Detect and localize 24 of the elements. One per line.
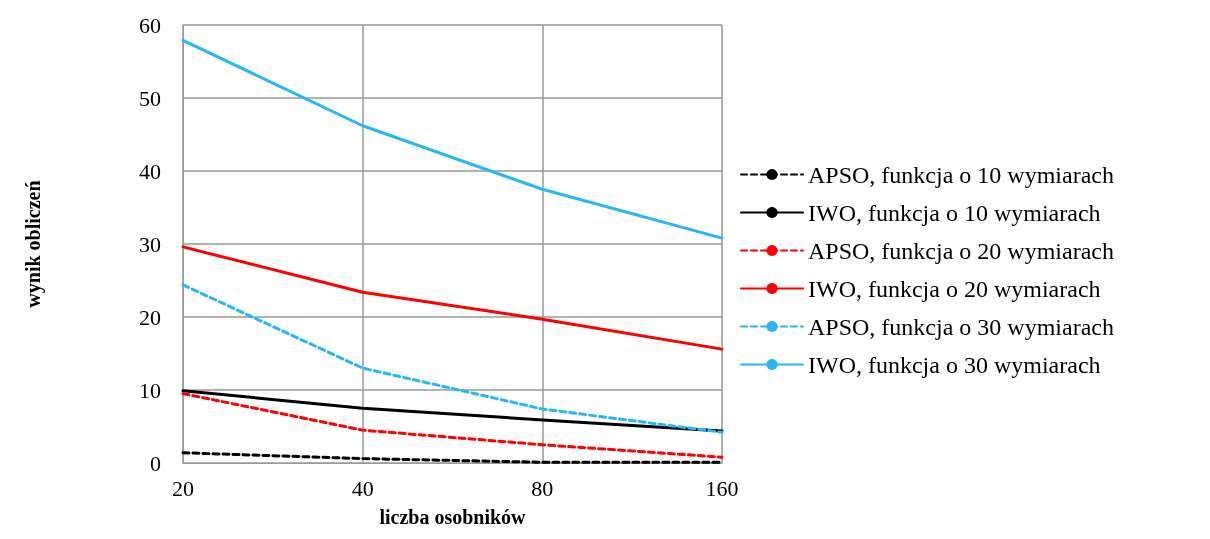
y-tick-label: 10 (139, 377, 161, 403)
y-tick-label: 60 (139, 12, 161, 38)
line-series (181, 38, 724, 240)
legend-label: APSO, funkcja o 10 wymiarach (808, 161, 1114, 188)
legend-label: IWO, funkcja o 30 wymiarach (808, 351, 1101, 378)
y-tick-label: 40 (139, 158, 161, 184)
y-tick-label: 30 (139, 231, 161, 257)
x-tick-label: 80 (531, 475, 554, 501)
line-series (181, 245, 724, 351)
legend-label: IWO, funkcja o 10 wymiarach (808, 199, 1101, 226)
legend-label: APSO, funkcja o 20 wymiarach (808, 237, 1114, 264)
y-tick-label: 50 (139, 85, 161, 111)
line-series (181, 389, 724, 433)
line-series (181, 283, 724, 434)
x-axis-title: liczba osobników (379, 506, 527, 528)
y-tick-label: 20 (139, 304, 161, 330)
x-tick-label: 160 (705, 475, 739, 501)
y-tick-label: 0 (150, 450, 161, 476)
y-axis-title: wynik obliczeń (22, 180, 45, 308)
legend-label: APSO, funkcja o 30 wymiarach (808, 313, 1114, 340)
legend-label: IWO, funkcja o 20 wymiarach (808, 275, 1101, 302)
line-series (181, 392, 724, 459)
x-tick-label: 20 (172, 475, 194, 501)
x-tick-label: 40 (351, 475, 374, 501)
